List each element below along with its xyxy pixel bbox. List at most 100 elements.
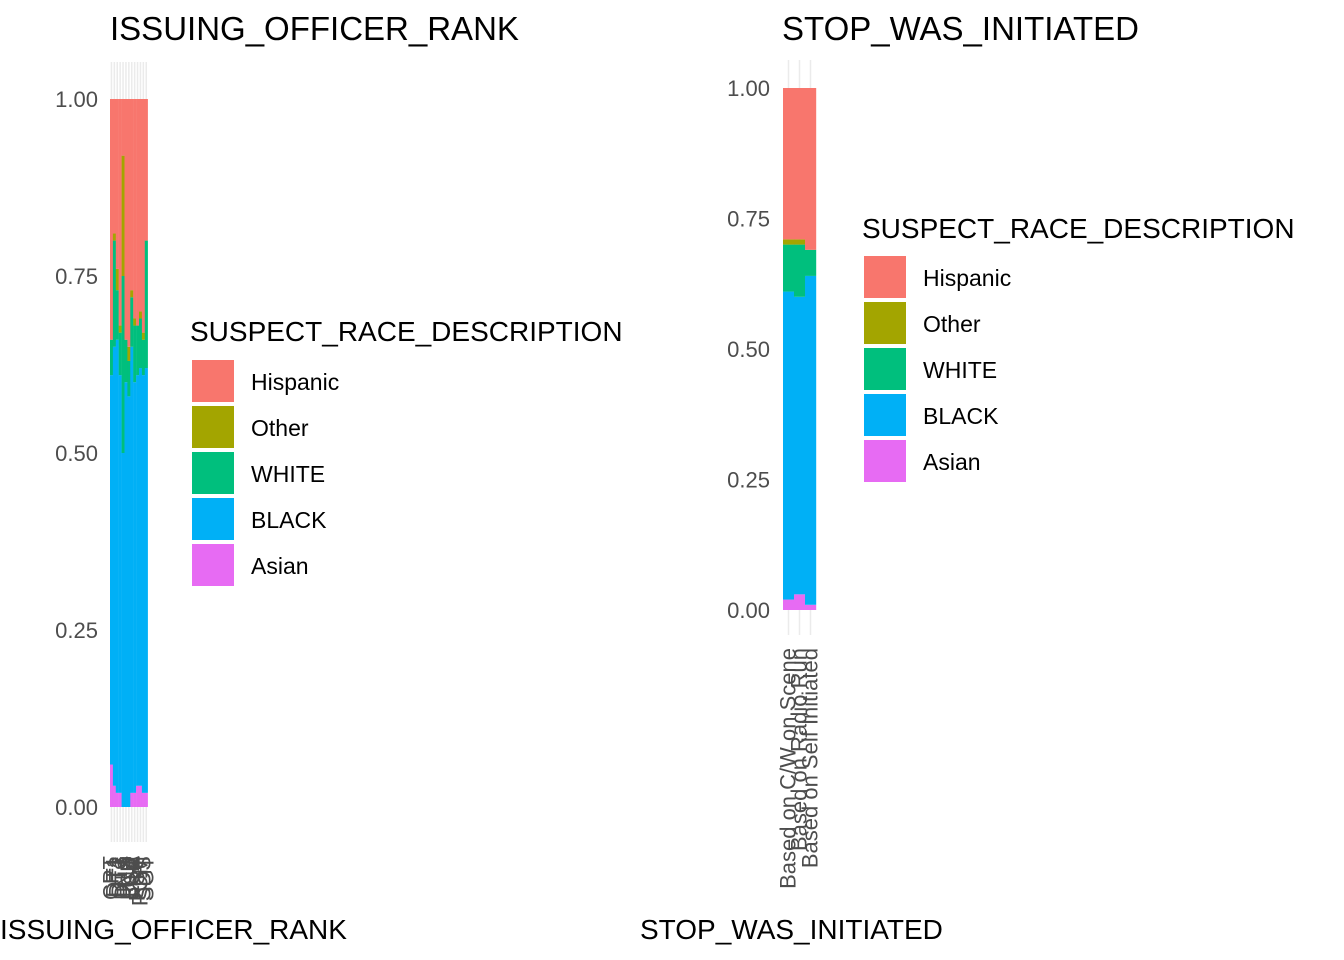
- bar-segment-hispanic: [121, 99, 125, 156]
- bar-segment-other: [121, 155, 125, 276]
- legend: SUSPECT_RACE_DESCRIPTION Hispanic Other WH…: [190, 316, 623, 586]
- bar-segment-hispanic: [118, 99, 122, 326]
- panel-issuing-officer-rank: ISSUING_OFFICER_RANK 0.00 0.25 0.50 0.75 1.0…: [0, 10, 623, 945]
- legend-title: SUSPECT_RACE_DESCRIPTION: [862, 213, 1295, 244]
- chart-title-issuing-officer-rank: ISSUING_OFFICER_RANK: [110, 10, 519, 47]
- y-tick-label: 0.00: [55, 795, 98, 820]
- x-axis-label-stop-was-initiated: STOP_WAS_INITIATED: [640, 914, 943, 945]
- bar-segment-black: [139, 368, 143, 786]
- legend-label: Asian: [251, 553, 309, 579]
- bar-segment-black: [130, 346, 134, 793]
- bar-segment-asian: [136, 785, 140, 807]
- bar-segment-white: [112, 240, 116, 347]
- x-tick-label: Based on Self Initiated: [798, 648, 823, 868]
- bar-segment-black: [136, 375, 140, 786]
- bar-segment-black: [805, 275, 817, 605]
- y-tick-label: 0.75: [55, 264, 98, 289]
- bar-segment-white: [136, 325, 140, 376]
- x-tick-label: DT3: [107, 856, 132, 898]
- legend: SUSPECT_RACE_DESCRIPTION Hispanic Other WH…: [862, 213, 1295, 482]
- bar-segment-black: [118, 375, 122, 793]
- bar-segment-other: [118, 325, 122, 333]
- legend-title: SUSPECT_RACE_DESCRIPTION: [190, 316, 623, 347]
- bar-segment-hispanic: [112, 99, 116, 234]
- bar-segment-black: [121, 453, 125, 807]
- bar-segment-black: [783, 291, 795, 600]
- bar-segment-black: [124, 382, 128, 807]
- legend-label: Asian: [923, 449, 981, 475]
- x-tick-label: DT1: [101, 856, 126, 898]
- bar-segment-black: [144, 368, 148, 793]
- x-tick-label: INS: [113, 856, 138, 893]
- bar-segment-asian: [115, 792, 119, 807]
- bar-segment-white: [805, 249, 817, 276]
- legend-key-white: [192, 452, 234, 494]
- bar-segment-asian: [144, 792, 148, 807]
- bar-segment-asian: [110, 764, 114, 807]
- x-tick-label: SGT: [133, 856, 158, 901]
- legend-key-asian: [864, 440, 906, 482]
- bar-segment-white: [115, 290, 119, 340]
- legend-key-other: [864, 302, 906, 344]
- bar-segment-hispanic: [783, 88, 795, 240]
- bar-segment-other: [130, 290, 134, 298]
- x-tick-label: DT2: [104, 856, 129, 898]
- x-tick-label: Based on Radio Run: [787, 648, 812, 851]
- bar-segment-asian: [130, 792, 134, 807]
- x-tick-label: CPT: [98, 856, 123, 900]
- bar-segment-hispanic: [133, 99, 137, 319]
- y-tick-label: 0.50: [727, 337, 770, 362]
- bar-segment-white: [783, 244, 795, 292]
- legend-key-hispanic: [192, 360, 234, 402]
- x-tick-label: LT: [122, 856, 147, 880]
- bar-segment-hispanic: [110, 99, 114, 340]
- bar-segment-black: [110, 375, 114, 765]
- x-tick-label: LSA: [119, 856, 144, 898]
- legend-label: WHITE: [251, 461, 325, 487]
- bar-segment-other: [133, 318, 137, 326]
- bar-segment-black: [127, 396, 131, 807]
- bar-segment-white: [133, 325, 137, 383]
- bar-segment-hispanic: [139, 99, 143, 312]
- bar-segment-other: [115, 268, 119, 291]
- stacked-bars: [783, 88, 817, 610]
- y-tick-label: 0.50: [55, 441, 98, 466]
- bar-segment-white: [130, 297, 134, 347]
- bar-segment-white: [118, 332, 122, 376]
- bar-segment-black: [141, 375, 145, 793]
- bar-segment-black: [115, 339, 119, 793]
- bar-segment-asian: [783, 599, 795, 610]
- y-tick-label: 0.00: [727, 598, 770, 623]
- x-tick-label: Based on C/W on Scene: [776, 648, 801, 889]
- bar-segment-asian: [133, 792, 137, 807]
- bar-segment-other: [141, 332, 145, 340]
- bar-segment-white: [794, 244, 806, 297]
- bar-segment-black: [794, 296, 806, 595]
- y-tick-label: 0.25: [55, 618, 98, 643]
- bar-segment-white: [141, 339, 145, 376]
- bar-segment-hispanic: [127, 99, 131, 347]
- legend-label: BLACK: [923, 403, 999, 429]
- legend-label: Other: [251, 415, 309, 441]
- bar-segment-hispanic: [805, 88, 817, 250]
- legend-key-asian: [192, 544, 234, 586]
- bar-segment-other: [139, 311, 143, 319]
- x-axis-label-issuing-officer-rank: ISSUING_OFFICER_RANK: [0, 914, 347, 945]
- chart-title-stop-was-initiated: STOP_WAS_INITIATED: [782, 10, 1139, 47]
- legend-label: Hispanic: [923, 265, 1011, 291]
- bar-segment-hispanic: [141, 99, 145, 333]
- y-tick-label: 0.25: [727, 468, 770, 493]
- bar-segment-white: [124, 339, 128, 383]
- legend-label: WHITE: [923, 357, 997, 383]
- bar-segment-hispanic: [794, 88, 806, 240]
- x-tick-label: POM: [127, 856, 152, 906]
- legend-key-black: [864, 394, 906, 436]
- x-tick-label: LCD: [116, 856, 141, 900]
- bar-segment-white: [144, 240, 148, 369]
- bar-segment-other: [794, 239, 806, 245]
- bar-segment-other: [112, 233, 116, 241]
- bar-segment-hispanic: [144, 99, 148, 241]
- x-tick-label: POF: [125, 856, 150, 901]
